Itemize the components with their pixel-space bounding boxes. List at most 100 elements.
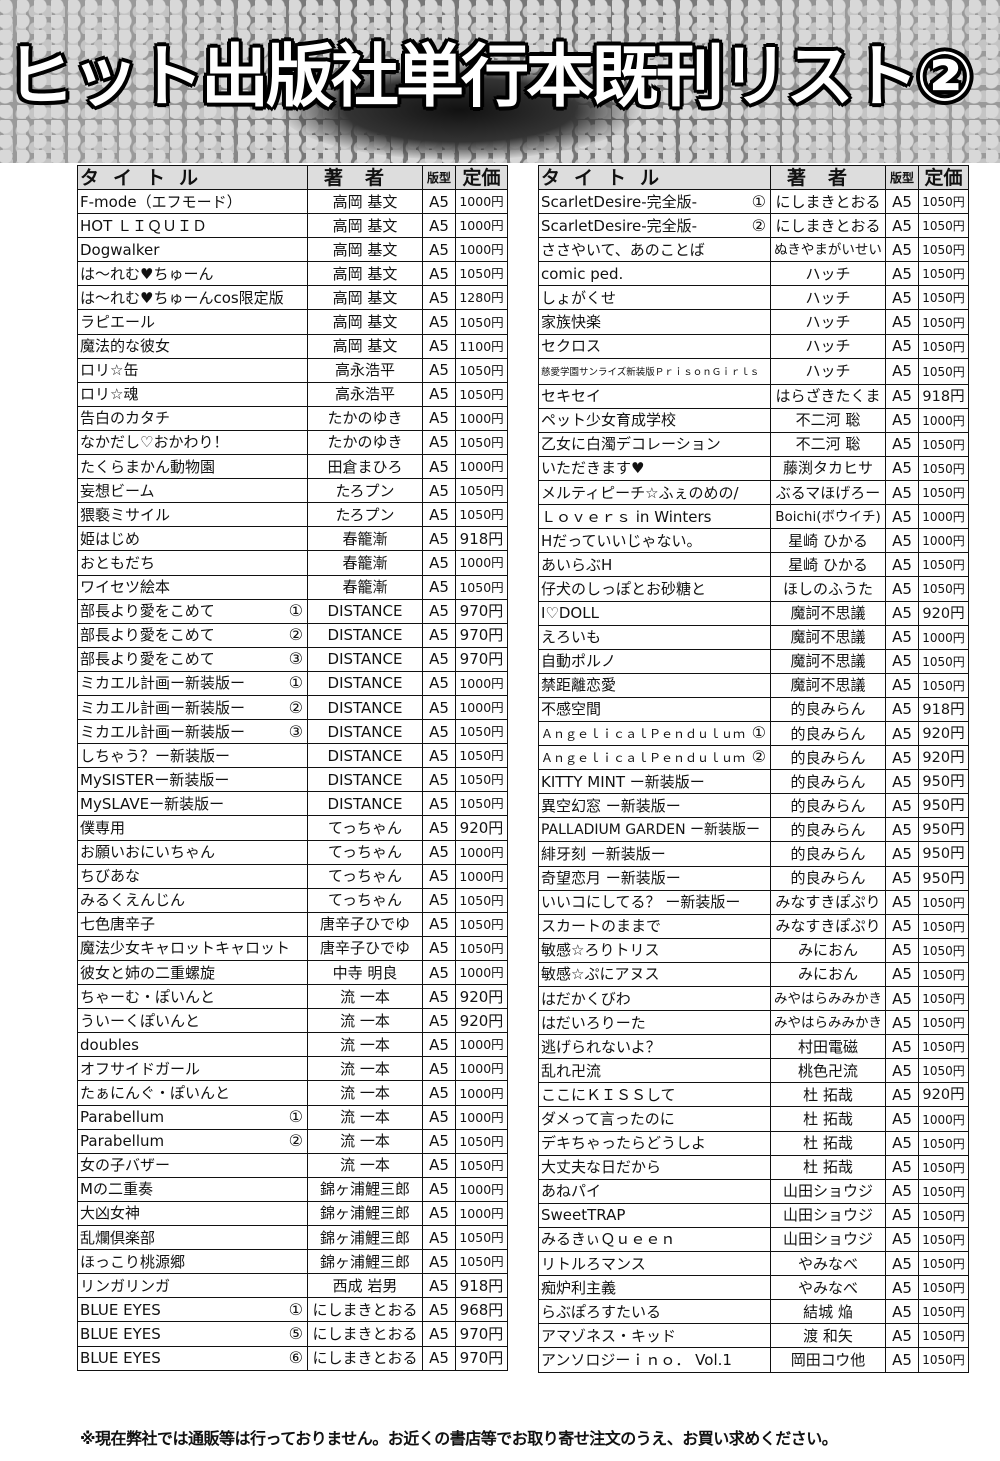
book-price-text: 920円 <box>459 987 504 1006</box>
book-format: A5 <box>885 213 919 239</box>
table-row: いただきます♥ 藤渕タカヒサ A5 1050円 <box>538 455 969 482</box>
book-format-text: A5 <box>892 844 912 863</box>
book-format: A5 <box>422 670 456 696</box>
book-title: 大凶女神 <box>77 1200 308 1227</box>
book-author: 春籠漸 <box>307 574 423 600</box>
table-row: ちびあな てっちゃん A5 1000円 <box>77 863 508 889</box>
book-author-text: 的良みらん <box>790 869 866 888</box>
table-row: ① ミカエル計画ー新装版ー DISTANCE A5 1000円 <box>77 670 508 696</box>
book-format-text: A5 <box>429 433 449 452</box>
book-format: A5 <box>885 889 919 915</box>
book-title-text: ワイセツ絵本 <box>80 578 171 597</box>
book-author: 錦ヶ浦鯉三郎 <box>307 1176 423 1202</box>
book-author-text: みなすきぽぷり <box>775 893 881 912</box>
book-price: 918円 <box>918 383 969 409</box>
book-author: DISTANCE <box>307 743 423 769</box>
book-author: 藤渕タカヒサ <box>770 455 886 482</box>
table-row: ワイセツ絵本 春籠漸 A5 1050円 <box>77 574 508 600</box>
book-format: A5 <box>885 1106 919 1132</box>
table-row: なかだし♡おかわり！ たかのゆき A5 1050円 <box>77 429 508 456</box>
book-format: A5 <box>885 1251 919 1277</box>
book-format-text: A5 <box>429 794 449 813</box>
book-title: 乱れ卍流 <box>538 1058 771 1084</box>
book-author: はらざきたくま <box>770 383 886 409</box>
book-title: comic ped. <box>538 261 771 287</box>
book-title: ② ＡｎｇｅｌｉｃａｌＰｅｎｄｕｌｕｍ <box>538 745 771 771</box>
volume-number: ② <box>751 215 766 235</box>
book-title-text: たくらまかん動物園 <box>80 457 216 476</box>
book-title-text: 彼女と姉の二重螺旋 <box>80 963 216 982</box>
table-row: 逃げられないよ？ 村田電磁 A5 1050円 <box>538 1034 969 1060</box>
table-row: 乙女に白濁デコレーション 不二河 聡 A5 1050円 <box>538 431 969 457</box>
table-row: ちゃーむ・ぽいんと 流 一本 A5 920円 <box>77 984 508 1010</box>
book-author-text: 高岡 基文 <box>332 288 398 307</box>
book-title-text: 逃げられないよ？ <box>541 1037 661 1056</box>
book-price: 1280円 <box>455 285 508 311</box>
book-price: 1050円 <box>918 1347 969 1373</box>
table-row: ③ 部長より愛をこめて DISTANCE A5 970円 <box>77 646 508 672</box>
book-format-text: A5 <box>892 411 912 430</box>
book-price-text: 1050円 <box>922 1160 965 1175</box>
book-price-text: 920円 <box>922 726 965 743</box>
book-price: 1050円 <box>918 648 969 674</box>
book-title-text: セキセイ <box>541 387 602 406</box>
book-price-text: 1050円 <box>922 1305 965 1320</box>
book-title: はだいろりーた <box>538 1010 771 1036</box>
book-price-text: 1000円 <box>922 1112 965 1127</box>
book-price-text: 1050円 <box>922 195 965 210</box>
book-title: は〜れむ♥ちゅーんcos限定版 <box>77 285 308 311</box>
book-author-text: 山田ショウジ <box>782 1206 873 1225</box>
book-author-text: 高岡 基文 <box>332 192 398 211</box>
book-author-text: DISTANCE <box>327 626 403 645</box>
table-row: 乱爛倶楽部 錦ヶ浦鯉三郎 A5 1050円 <box>77 1225 508 1251</box>
book-title: ① BLUE EYES <box>77 1297 308 1323</box>
book-author: 杜 拓哉 <box>770 1130 886 1156</box>
book-format: A5 <box>422 1321 456 1347</box>
book-format-text: A5 <box>892 1230 912 1249</box>
book-format: A5 <box>422 1104 456 1130</box>
book-title-text: PALLADIUM GARDEN ー新装版ー <box>541 822 761 839</box>
book-format: A5 <box>422 622 456 648</box>
book-title-text: おともだち <box>80 553 156 572</box>
book-title: MySISTERー新装版ー <box>77 767 308 793</box>
book-author: 星崎 ひかる <box>770 528 886 554</box>
book-author-text: Boichi(ボウイチ) <box>775 509 881 526</box>
book-format-text: A5 <box>892 772 912 791</box>
table-row: Hだっていいじゃない。 星崎 ひかる A5 1000円 <box>538 528 969 554</box>
book-format-text: A5 <box>892 1182 912 1201</box>
book-author-text: 高岡 基文 <box>332 216 398 235</box>
table-row: あねパイ 山田ショウジ A5 1050円 <box>538 1178 969 1204</box>
book-format-text: A5 <box>429 602 449 621</box>
table-row: たくらまかん動物園 田倉まひろ A5 1000円 <box>77 454 508 480</box>
book-author: 高永浩平 <box>307 381 423 407</box>
book-title: 告白のカタチ <box>77 405 308 431</box>
book-author: やみなべ <box>770 1275 886 1301</box>
book-price-text: 1050円 <box>459 362 504 378</box>
book-format: A5 <box>422 863 456 889</box>
book-price: 1050円 <box>918 1202 969 1228</box>
book-author-text: ほしのふうた <box>782 579 873 598</box>
book-format-text: A5 <box>892 337 912 356</box>
book-author: 高岡 基文 <box>307 213 423 239</box>
book-author-text: 流 一本 <box>340 1108 390 1127</box>
book-format-text: A5 <box>429 1132 449 1151</box>
table-row: KITTY MINT ー新装版ー 的良みらん A5 950円 <box>538 769 969 795</box>
table-row: 告白のカタチ たかのゆき A5 1000円 <box>77 405 508 431</box>
book-author-text: 流 一本 <box>340 1011 390 1030</box>
book-title-text: BLUE EYES <box>80 1324 161 1343</box>
book-price: 1000円 <box>455 863 508 889</box>
book-price-text: 1050円 <box>922 437 965 452</box>
book-author-text: 春籠漸 <box>342 529 388 548</box>
book-title-text: 七色唐辛子 <box>80 915 156 934</box>
book-title-text: 乙女に白濁デコレーション <box>541 435 721 454</box>
book-title: らぶぽろすたいる <box>538 1299 771 1325</box>
book-format: A5 <box>885 817 919 843</box>
book-price-text: 1050円 <box>922 943 965 958</box>
book-price-text: 920円 <box>459 1011 504 1030</box>
table-row: ペット少女育成学校 不二河 聡 A5 1000円 <box>538 407 969 433</box>
book-author: 的良みらん <box>770 720 886 747</box>
book-title-text: ラピエール <box>80 313 156 332</box>
book-author: 田倉まひろ <box>307 454 423 480</box>
book-author-text: 山田ショウジ <box>782 1230 873 1249</box>
book-price-text: 920円 <box>922 605 965 622</box>
